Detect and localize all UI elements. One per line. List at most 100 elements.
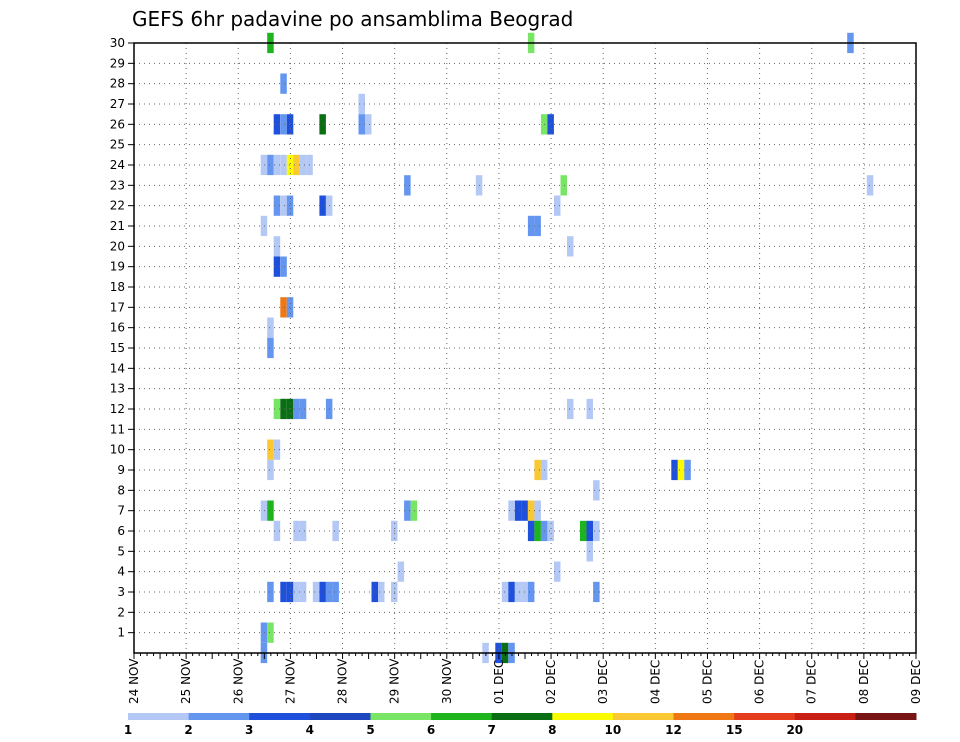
colorbar-legend: 1 2 3 4 5 6 7 8 10 12 15 20	[124, 713, 917, 737]
heat-cell	[299, 154, 307, 176]
y-tick-label: 9	[117, 463, 125, 477]
y-tick-label: 6	[117, 524, 125, 538]
x-tick-label: 29 NOV	[388, 658, 402, 704]
heat-cell	[273, 256, 281, 277]
colorbar-swatch	[673, 713, 735, 720]
y-tick-label: 12	[110, 402, 125, 416]
heat-cell	[365, 114, 372, 135]
heat-cell	[293, 398, 300, 420]
y-tick-label: 29	[110, 56, 125, 70]
x-tick-label: 30 NOV	[440, 658, 454, 704]
y-tick-label: 26	[110, 117, 125, 131]
heat-cell	[547, 114, 554, 135]
heat-cell	[677, 459, 685, 481]
heat-cell	[593, 581, 600, 603]
heat-cell	[293, 154, 300, 176]
heat-cell	[312, 581, 320, 603]
y-tick-label: 21	[110, 219, 125, 233]
heat-cell	[410, 500, 418, 521]
x-tick-label: 06 DEC	[753, 660, 767, 704]
heat-cell	[280, 114, 287, 135]
heat-cell	[514, 581, 522, 603]
chart-title: GEFS 6hr padavine po ansamblima Beograd	[132, 7, 573, 31]
heat-cell	[273, 114, 281, 135]
colorbar-label: 6	[427, 723, 435, 737]
colorbar-label: 20	[786, 723, 803, 737]
heat-cell	[273, 520, 281, 542]
y-tick-label: 11	[110, 422, 125, 436]
heat-cell	[554, 195, 561, 216]
heat-cell	[267, 459, 274, 481]
heat-cell	[358, 114, 365, 135]
heat-cell	[267, 500, 274, 521]
y-tick-label: 22	[110, 199, 125, 213]
y-tick-label: 19	[110, 260, 125, 274]
y-tick-label: 2	[117, 605, 125, 619]
heat-cell	[397, 561, 405, 582]
y-tick-label: 30	[110, 36, 125, 50]
y-tick-label: 13	[110, 382, 125, 396]
heat-cell	[267, 154, 274, 176]
x-tick-label: 25 NOV	[179, 658, 193, 704]
heat-cell	[280, 256, 287, 277]
heat-cell	[593, 520, 600, 542]
y-tick-label: 18	[110, 280, 125, 294]
y-axis: 1234567891011121314151617181920212223242…	[110, 36, 134, 640]
colorbar-swatch	[309, 713, 371, 720]
y-tick-label: 15	[110, 341, 125, 355]
x-tick-label: 26 NOV	[231, 658, 245, 704]
heat-cell	[501, 581, 509, 603]
heat-cell	[286, 154, 294, 176]
heat-cell	[527, 520, 535, 542]
heat-cell	[280, 73, 287, 94]
heat-cell	[508, 500, 515, 521]
colorbar-swatch	[552, 713, 614, 720]
heat-cell	[299, 581, 307, 603]
colorbar-label: 2	[184, 723, 192, 737]
heat-cell	[267, 439, 274, 460]
heat-cell	[299, 398, 307, 420]
colorbar-label: 15	[726, 723, 743, 737]
y-tick-label: 7	[117, 504, 125, 518]
colorbar-swatch	[249, 713, 311, 720]
heat-cell	[514, 500, 522, 521]
colorbar-label: 8	[548, 723, 556, 737]
heat-cell	[273, 236, 281, 257]
x-tick-label: 24 NOV	[127, 658, 141, 704]
colorbar-swatch	[855, 713, 917, 720]
heat-cell	[554, 561, 561, 582]
heat-cell	[527, 581, 535, 603]
heat-cell	[319, 195, 326, 216]
colorbar-swatch	[188, 713, 250, 720]
heat-cell	[527, 215, 535, 237]
heat-cell	[560, 175, 567, 196]
colorbar-label: 12	[665, 723, 682, 737]
colorbar-label: 5	[366, 723, 374, 737]
heat-cell	[260, 622, 268, 643]
heat-cell	[547, 520, 554, 542]
colorbar-label: 1	[124, 723, 132, 737]
heat-cell	[534, 459, 541, 481]
heat-cell	[267, 317, 274, 338]
y-tick-label: 25	[110, 138, 125, 152]
x-tick-label: 08 DEC	[857, 660, 871, 704]
x-axis: 24 NOV 25 NOV 26 NOV 27 NOV 28 NOV 29 NOV 30 N…	[127, 653, 923, 704]
colorbar-label: 7	[488, 723, 496, 737]
heat-cell	[273, 195, 281, 216]
x-tick-label: 04 DEC	[648, 660, 662, 704]
heat-cell	[267, 622, 274, 643]
heat-cell	[404, 175, 411, 196]
colorbar-label: 4	[306, 723, 314, 737]
y-tick-label: 20	[110, 239, 125, 253]
heat-cell	[280, 195, 287, 216]
heat-cell	[534, 500, 541, 521]
heat-cell	[319, 581, 326, 603]
colorbar-swatch	[370, 713, 432, 720]
colorbar-label: 10	[605, 723, 622, 737]
y-tick-label: 24	[110, 158, 125, 172]
heat-cell	[593, 480, 600, 501]
colorbar-label: 3	[245, 723, 253, 737]
heat-cell	[293, 581, 300, 603]
colorbar-swatch	[794, 713, 856, 720]
